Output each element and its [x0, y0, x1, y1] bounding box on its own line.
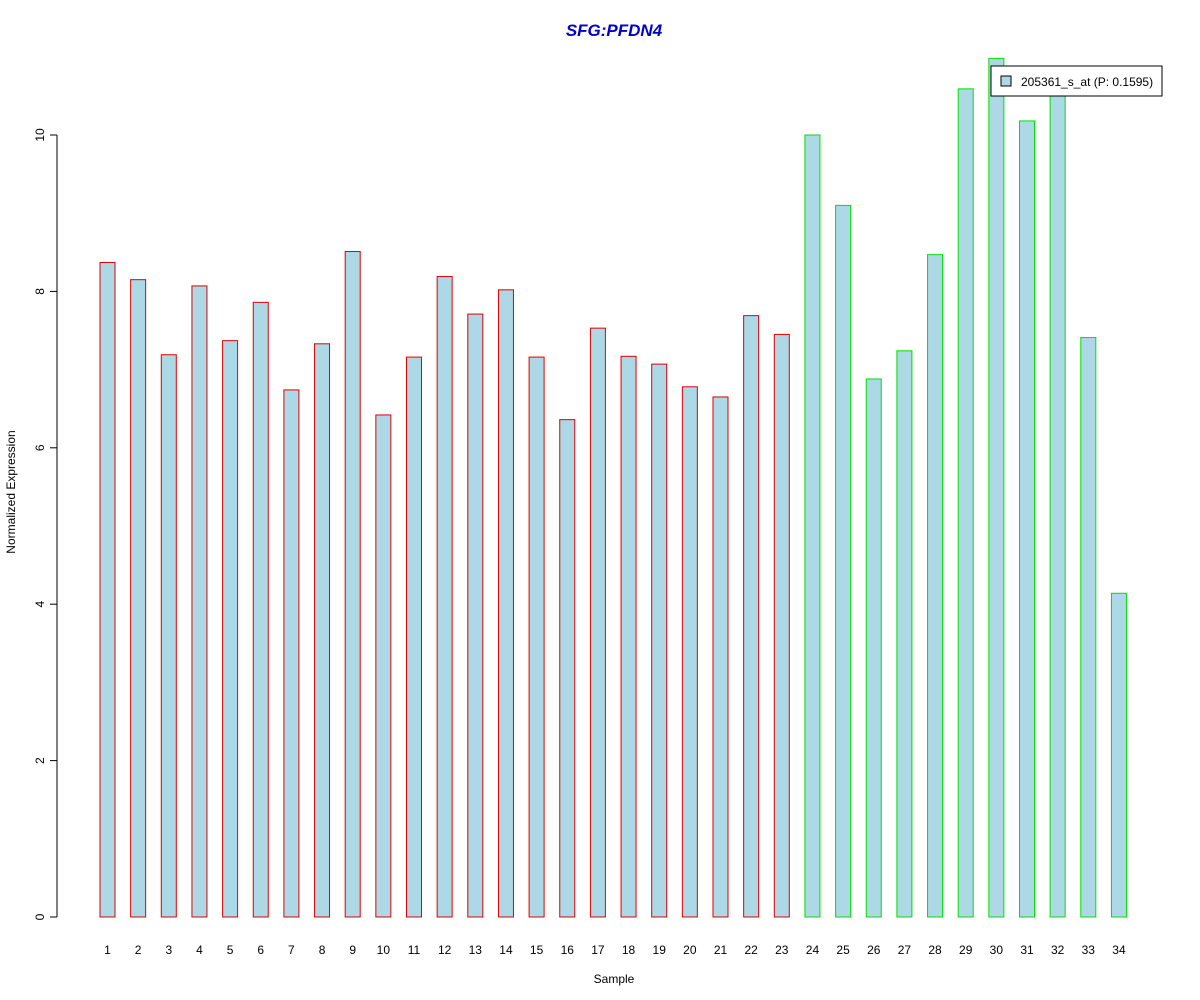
- bar-25: [835, 204, 852, 918]
- x-tick-label: 7: [288, 943, 295, 957]
- x-tick-label: 18: [622, 943, 636, 957]
- bar-26: [865, 378, 882, 918]
- y-tick-label: 2: [33, 757, 47, 764]
- x-tick-label: 3: [165, 943, 172, 957]
- bar-32: [1049, 89, 1066, 918]
- x-tick-label: 1: [104, 943, 111, 957]
- bar-6: [252, 301, 269, 918]
- x-tick-label: 23: [775, 943, 789, 957]
- x-tick-label: 13: [469, 943, 483, 957]
- x-tick-label: 16: [561, 943, 575, 957]
- bar-5: [222, 340, 239, 918]
- x-tick-label: 26: [867, 943, 881, 957]
- y-axis-title: Normalized Expression: [4, 430, 18, 553]
- x-tick-label: 28: [928, 943, 942, 957]
- bar-4: [191, 285, 208, 918]
- x-tick-label: 11: [408, 943, 421, 957]
- bar-33: [1080, 337, 1097, 918]
- x-tick-label: 2: [135, 943, 142, 957]
- legend: 205361_s_at (P: 0.1595): [990, 65, 1163, 97]
- bar-10: [375, 414, 392, 918]
- bar-34: [1110, 592, 1127, 918]
- bar-31: [1019, 120, 1035, 918]
- x-tick-label: 20: [683, 943, 697, 957]
- bar-24: [804, 134, 821, 918]
- x-tick-label: 22: [744, 943, 758, 957]
- x-tick-label: 29: [959, 943, 973, 957]
- bar-29: [957, 88, 974, 918]
- bar-8: [314, 343, 331, 918]
- bar-16: [559, 419, 576, 918]
- y-tick-label: 8: [33, 288, 47, 295]
- bar-11: [406, 356, 422, 918]
- x-tick-label: 31: [1020, 943, 1034, 957]
- legend-swatch: [1000, 75, 1012, 87]
- x-tick-labels: 1 2 3 4 5 6 7 8 9 10 11 12 13 14 15 16 17 18 19 20 21 22 23 24 2…: [104, 943, 1126, 957]
- x-tick-label: 17: [591, 943, 605, 957]
- bar-28: [927, 254, 944, 918]
- x-tick-label: 6: [257, 943, 264, 957]
- legend-box: [990, 65, 1163, 97]
- bar-27: [896, 350, 913, 918]
- x-tick-label: 19: [653, 943, 667, 957]
- bar-14: [497, 289, 514, 918]
- bar-21: [712, 396, 729, 918]
- x-tick-label: 33: [1082, 943, 1096, 957]
- bar-13: [467, 313, 484, 918]
- y-axis: 0 2 4 6 8 10: [33, 128, 58, 920]
- x-tick-label: 27: [898, 943, 912, 957]
- bar-20: [681, 386, 698, 918]
- x-tick-label: 10: [377, 943, 391, 957]
- bar-7: [283, 389, 300, 918]
- x-tick-label: 12: [438, 943, 452, 957]
- bar-12: [436, 276, 453, 918]
- bar-2: [130, 279, 147, 918]
- bar-23: [773, 333, 790, 918]
- x-tick-label: 21: [714, 943, 728, 957]
- bar-3: [160, 354, 177, 918]
- x-tick-label: 8: [319, 943, 326, 957]
- chart-title: SFG:PFDN4: [566, 21, 663, 40]
- y-tick-label: 0: [33, 913, 47, 920]
- x-tick-label: 34: [1112, 943, 1126, 957]
- bar-18: [620, 355, 637, 918]
- bar-9: [344, 251, 361, 918]
- x-tick-label: 32: [1051, 943, 1065, 957]
- x-tick-label: 24: [806, 943, 820, 957]
- bars: [99, 57, 1127, 918]
- y-tick-label: 4: [33, 601, 47, 608]
- x-tick-label: 30: [990, 943, 1004, 957]
- bar-22: [743, 315, 760, 918]
- y-tick-label: 6: [33, 444, 47, 451]
- x-tick-label: 25: [836, 943, 850, 957]
- x-tick-label: 15: [530, 943, 544, 957]
- bar-1: [99, 261, 116, 918]
- bar-19: [651, 363, 668, 918]
- bar-30: [988, 57, 1005, 918]
- bar-17: [589, 327, 606, 918]
- y-tick-label: 10: [33, 128, 47, 142]
- x-tick-label: 9: [349, 943, 356, 957]
- x-tick-label: 14: [499, 943, 513, 957]
- bar-15: [528, 356, 545, 918]
- legend-label: 205361_s_at (P: 0.1595): [1021, 75, 1153, 89]
- x-axis-title: Sample: [594, 972, 635, 986]
- x-tick-label: 4: [196, 943, 203, 957]
- x-tick-label: 5: [227, 943, 234, 957]
